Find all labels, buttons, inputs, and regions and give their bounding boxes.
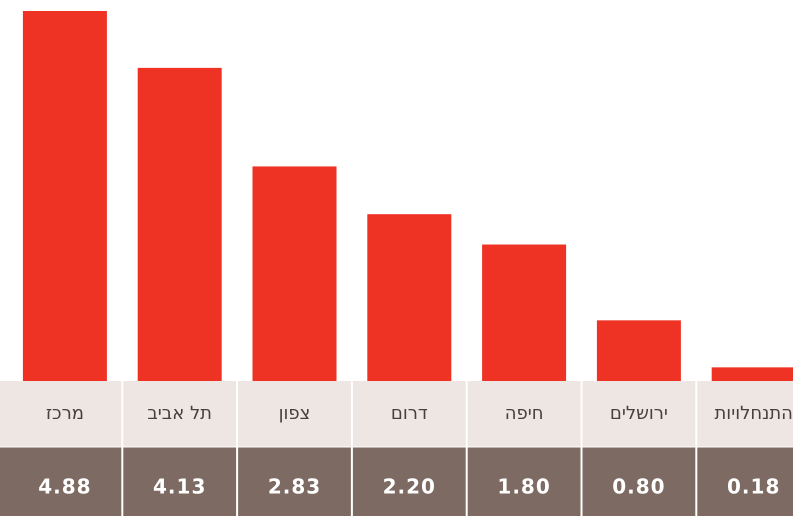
bar bbox=[22, 11, 107, 381]
value-label: 0.80 bbox=[612, 475, 665, 499]
category-label: ירושלים bbox=[610, 403, 668, 424]
category-label: תל אביב bbox=[147, 403, 212, 424]
value-label: 1.80 bbox=[497, 475, 550, 499]
value-label: 2.20 bbox=[383, 475, 436, 499]
value-label: 2.83 bbox=[268, 475, 321, 499]
value-row bbox=[0, 447, 793, 516]
bar bbox=[711, 367, 793, 381]
category-label: התנחלויות bbox=[714, 403, 792, 424]
value-label: 0.18 bbox=[727, 475, 780, 499]
category-row bbox=[0, 381, 793, 447]
bar bbox=[482, 244, 567, 381]
bar bbox=[367, 214, 452, 381]
value-label: 4.88 bbox=[38, 475, 91, 499]
category-label: דרום bbox=[391, 403, 428, 424]
bar bbox=[252, 166, 337, 381]
bar bbox=[137, 67, 222, 382]
value-label: 4.13 bbox=[153, 475, 206, 499]
category-label: חיפה bbox=[505, 403, 544, 424]
category-label: צפון bbox=[279, 403, 311, 424]
category-label: מרכז bbox=[46, 403, 84, 424]
bar bbox=[596, 320, 681, 381]
